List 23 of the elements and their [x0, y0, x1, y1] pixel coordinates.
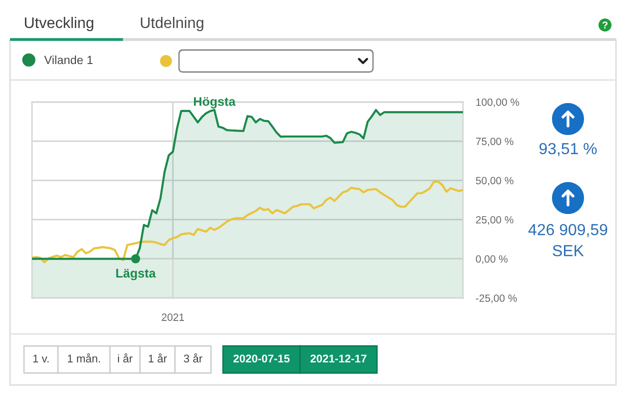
- y-tick-label: 50,00 %: [476, 176, 514, 186]
- x-tick-label: 2021: [162, 314, 184, 321]
- y-tick-label: -25,00 %: [476, 294, 517, 304]
- y-tick-label: 75,00 %: [476, 138, 514, 146]
- y-tick-label: 25,00 %: [476, 216, 514, 225]
- text: 1 mån.: [68, 353, 100, 362]
- text: SEK: [552, 244, 584, 256]
- y-tick-label: 100,00 %: [476, 98, 520, 108]
- line-series: [32, 180, 463, 264]
- text: Utdelning: [140, 16, 204, 32]
- text: 1 år: [148, 353, 167, 362]
- text: 93,51 %: [539, 142, 597, 156]
- annotation: Lägsta: [116, 268, 156, 280]
- y-tick-label: 0,00 %: [476, 255, 508, 264]
- text: 3 år: [184, 353, 202, 362]
- text: 2020-07-15: [233, 354, 290, 362]
- annotation: Högsta: [194, 97, 236, 108]
- text: Utveckling: [24, 16, 94, 32]
- text: 426 909,59: [528, 224, 608, 238]
- legend-label: Vilande 1: [44, 56, 93, 64]
- text: 1 v.: [33, 354, 49, 362]
- text: 2021-12-17: [310, 354, 366, 362]
- text: i år: [118, 353, 133, 362]
